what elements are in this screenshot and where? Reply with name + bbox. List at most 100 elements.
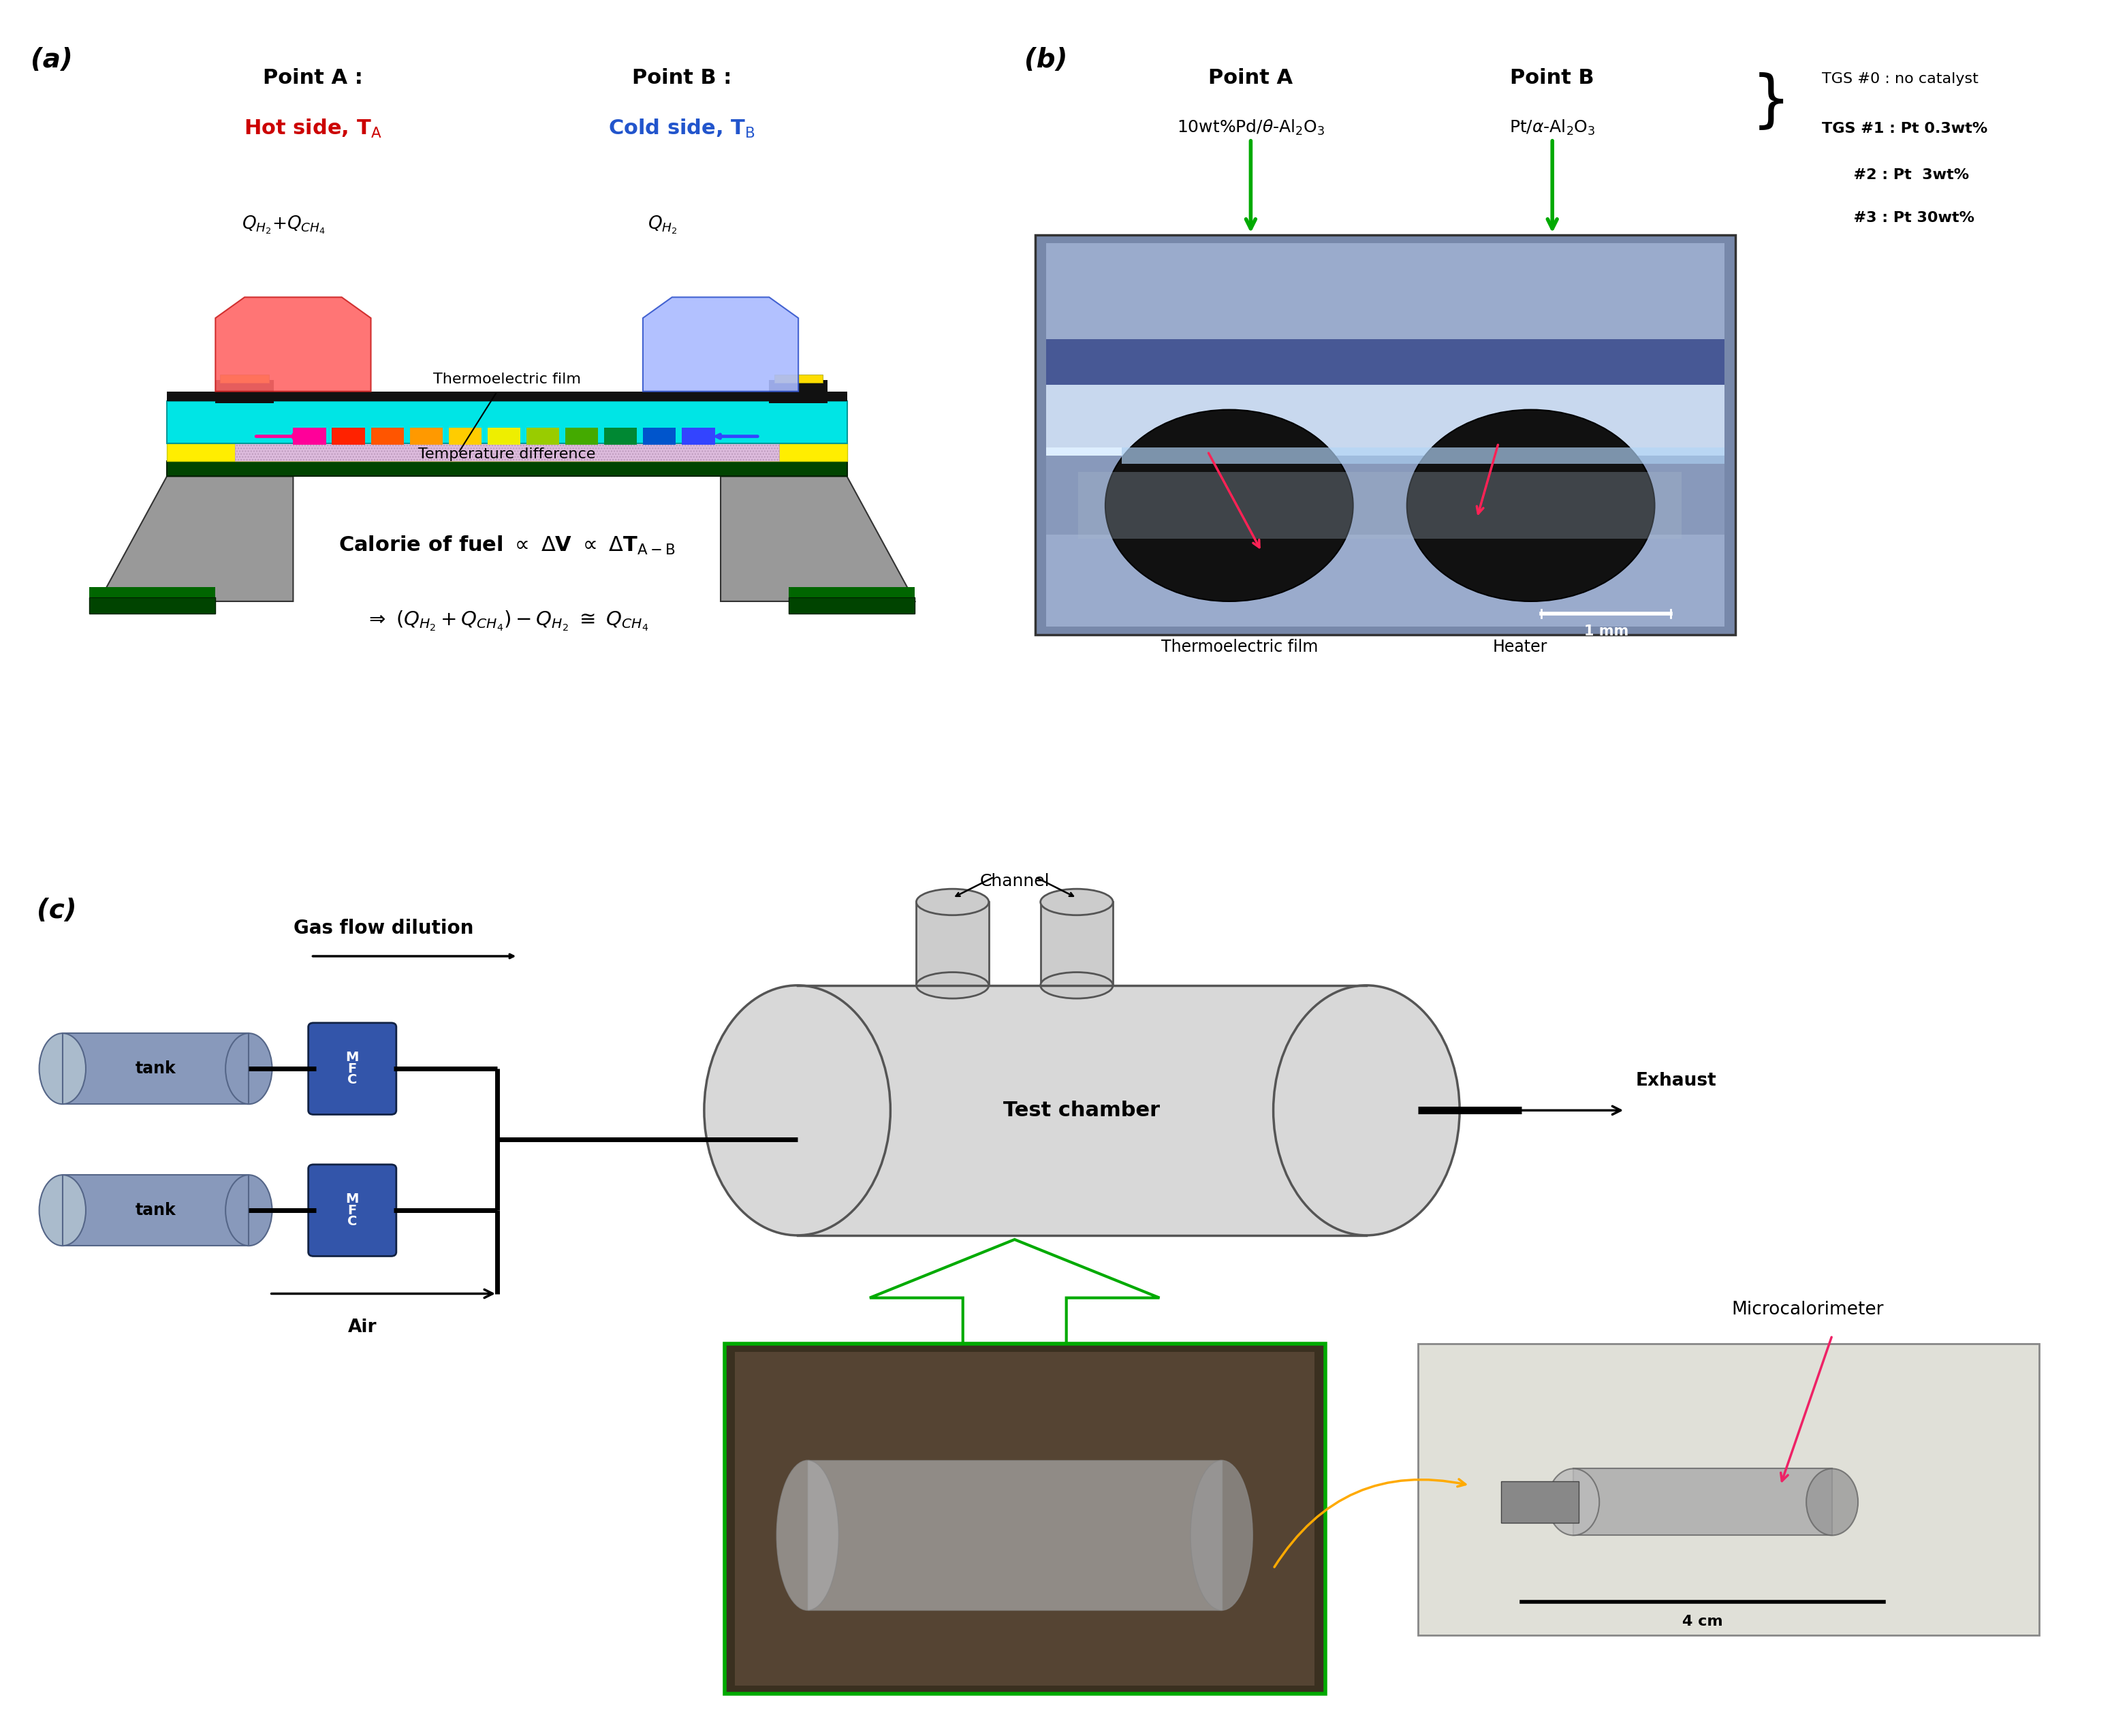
Bar — [1045, 243, 1726, 627]
Bar — [372, 429, 403, 444]
FancyBboxPatch shape — [308, 1165, 397, 1257]
Text: 1 mm: 1 mm — [1584, 625, 1628, 639]
Bar — [769, 380, 828, 403]
Bar — [1502, 1481, 1578, 1522]
FancyBboxPatch shape — [308, 1023, 397, 1115]
Text: (a): (a) — [32, 47, 74, 73]
Polygon shape — [642, 297, 798, 391]
Bar — [234, 443, 779, 462]
Text: M
F
C: M F C — [346, 1193, 359, 1227]
Ellipse shape — [226, 1033, 272, 1104]
Bar — [234, 443, 779, 462]
Ellipse shape — [1041, 972, 1113, 998]
Text: Microcalorimeter: Microcalorimeter — [1732, 1300, 1884, 1319]
Bar — [63, 1175, 249, 1246]
Text: Calorie of fuel $\propto$ $\Delta$V $\propto$ $\Delta$T$_\mathrm{A-B}$: Calorie of fuel $\propto$ $\Delta$V $\pr… — [338, 535, 676, 557]
Bar — [89, 587, 215, 597]
Text: tank: tank — [135, 1201, 175, 1219]
Polygon shape — [215, 297, 372, 391]
Bar — [1041, 903, 1113, 986]
Bar — [788, 597, 914, 615]
Circle shape — [1105, 410, 1354, 601]
Text: Pt/$\alpha$-Al$_2$O$_3$: Pt/$\alpha$-Al$_2$O$_3$ — [1510, 118, 1595, 137]
Bar — [642, 429, 676, 444]
Bar — [807, 1460, 1221, 1611]
Bar — [63, 1033, 249, 1104]
Text: (c): (c) — [36, 898, 76, 924]
Bar — [167, 443, 847, 462]
Bar — [1121, 448, 1726, 464]
Bar — [167, 462, 847, 476]
Circle shape — [1407, 410, 1654, 601]
Text: Cold side, T$_\mathrm{B}$: Cold side, T$_\mathrm{B}$ — [608, 118, 756, 141]
Text: $Q_{H_2}$: $Q_{H_2}$ — [648, 214, 678, 236]
Text: Temperature difference: Temperature difference — [418, 448, 596, 460]
Bar — [332, 429, 365, 444]
Bar — [1045, 448, 1726, 455]
Text: Channel: Channel — [980, 873, 1050, 889]
Text: Point A: Point A — [1208, 68, 1293, 89]
Ellipse shape — [1041, 889, 1113, 915]
Text: 10wt%Pd/$\theta$-Al$_2$O$_3$: 10wt%Pd/$\theta$-Al$_2$O$_3$ — [1176, 118, 1324, 137]
Text: $\Rightarrow$ $(Q_{H_2}+Q_{CH_4})-Q_{H_2}$ $\cong$ $Q_{CH_4}$: $\Rightarrow$ $(Q_{H_2}+Q_{CH_4})-Q_{H_2… — [365, 609, 648, 634]
Bar — [1045, 448, 1726, 535]
Text: Point B :: Point B : — [631, 68, 731, 89]
Text: Hot side, T$_\mathrm{A}$: Hot side, T$_\mathrm{A}$ — [243, 118, 382, 141]
Text: TGS #1 : Pt 0.3wt%: TGS #1 : Pt 0.3wt% — [1821, 122, 1987, 135]
Bar — [775, 375, 824, 384]
Text: Test chamber: Test chamber — [1003, 1101, 1159, 1120]
Bar — [724, 1344, 1324, 1694]
Ellipse shape — [777, 1460, 838, 1611]
Polygon shape — [870, 1240, 1159, 1344]
Bar — [63, 1175, 249, 1246]
Text: Point A :: Point A : — [262, 68, 363, 89]
Bar — [917, 903, 988, 986]
Text: Thermoelectric film: Thermoelectric film — [1162, 639, 1318, 654]
Ellipse shape — [703, 986, 891, 1236]
Bar — [410, 429, 444, 444]
Ellipse shape — [1191, 1460, 1252, 1611]
Ellipse shape — [40, 1033, 87, 1104]
Bar — [1079, 472, 1379, 538]
Bar — [215, 380, 275, 403]
Bar — [1035, 234, 1736, 635]
Bar — [1045, 385, 1726, 451]
Bar — [682, 429, 714, 444]
Bar — [63, 1033, 249, 1104]
Text: #3 : Pt 30wt%: #3 : Pt 30wt% — [1821, 212, 1975, 226]
Ellipse shape — [226, 1175, 272, 1246]
Text: Gas flow dilution: Gas flow dilution — [294, 918, 473, 937]
Bar — [220, 375, 268, 384]
Text: tank: tank — [135, 1061, 175, 1076]
Ellipse shape — [1548, 1469, 1599, 1535]
Ellipse shape — [917, 972, 988, 998]
Text: Point B: Point B — [1510, 68, 1595, 89]
Bar — [448, 429, 482, 444]
Text: TGS #0 : no catalyst: TGS #0 : no catalyst — [1821, 73, 1979, 85]
Text: #2 : Pt  3wt%: #2 : Pt 3wt% — [1821, 168, 1968, 182]
Bar — [566, 429, 598, 444]
Polygon shape — [720, 476, 914, 601]
Bar — [294, 429, 325, 444]
Ellipse shape — [917, 889, 988, 915]
Ellipse shape — [1806, 1469, 1859, 1535]
Text: M
F
C: M F C — [346, 1050, 359, 1087]
Bar — [167, 401, 847, 443]
Bar — [788, 587, 914, 597]
Ellipse shape — [40, 1175, 87, 1246]
Bar — [1379, 472, 1681, 538]
Text: (b): (b) — [1024, 47, 1069, 73]
Ellipse shape — [1274, 986, 1459, 1236]
Polygon shape — [99, 476, 294, 601]
Bar — [1573, 1469, 1831, 1535]
Text: }: } — [1751, 71, 1791, 132]
Bar — [1045, 339, 1726, 385]
Bar — [89, 597, 215, 615]
Bar — [526, 429, 560, 444]
Text: Exhaust: Exhaust — [1635, 1071, 1717, 1090]
Bar — [796, 986, 1366, 1236]
Bar — [735, 1352, 1314, 1686]
Text: $Q_{H_2}$+$Q_{CH_4}$: $Q_{H_2}$+$Q_{CH_4}$ — [241, 214, 325, 236]
Bar — [604, 429, 638, 444]
Text: Air: Air — [348, 1319, 378, 1337]
